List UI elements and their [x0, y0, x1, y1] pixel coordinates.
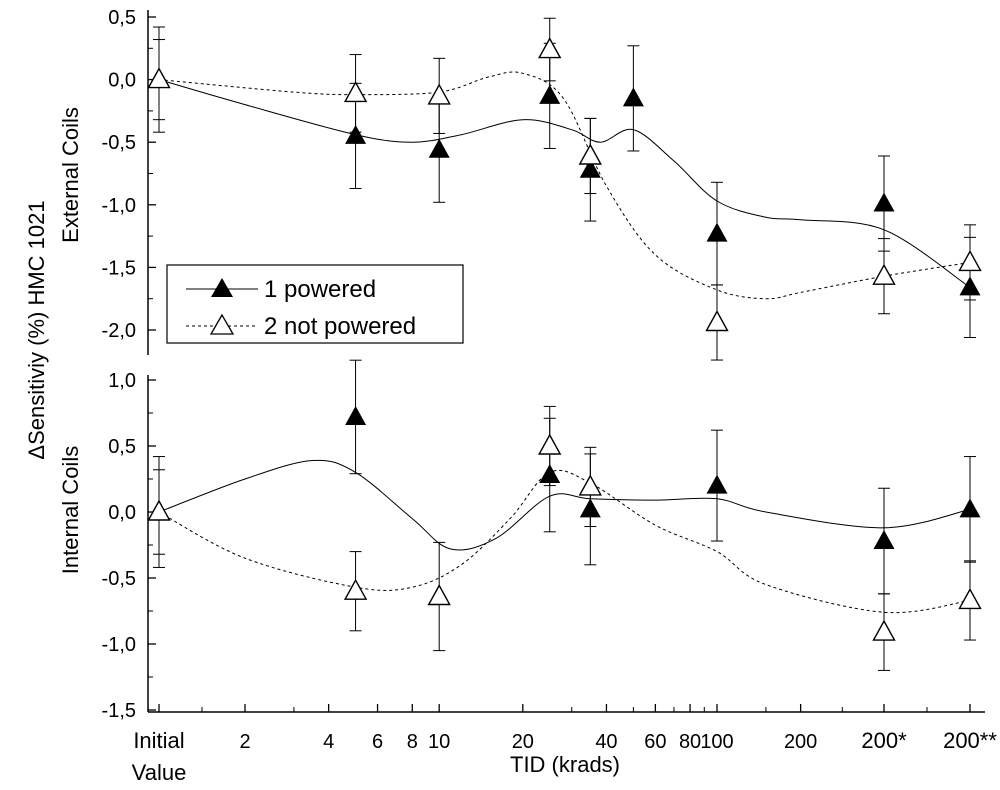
data-point-open-triangle	[958, 587, 982, 610]
data-point-open-triangle	[343, 578, 368, 600]
bottom-series-curve	[158, 459, 971, 551]
top-y-tick-label: 0,0	[108, 70, 136, 92]
bottom-series-curve	[158, 469, 971, 614]
bottom-series-not-powered	[147, 405, 982, 671]
x-tick-label: 40	[595, 731, 617, 753]
top-panel-y-axis-title: External Coils	[58, 107, 83, 243]
data-point-filled-triangle	[873, 530, 895, 549]
bottom-y-tick-label: 0,5	[108, 436, 136, 458]
x-tick-label-line2: Value	[132, 760, 187, 785]
legend-label-powered: 1 powered	[264, 276, 376, 303]
data-point-open-triangle	[578, 474, 602, 496]
top-y-tick-label: -0,5	[102, 132, 136, 154]
legend-filled-triangle-icon	[211, 278, 233, 297]
bottom-y-tick-label: -1,5	[102, 700, 136, 722]
x-tick-label: 80	[679, 731, 701, 753]
top-y-tick-label: -1,5	[102, 257, 136, 279]
data-point-open-triangle	[872, 263, 896, 285]
data-point-filled-triangle	[959, 498, 981, 518]
data-point-filled-triangle	[873, 192, 895, 212]
data-point-open-triangle	[872, 619, 896, 641]
x-tick-label: 2	[239, 731, 250, 753]
data-point-open-triangle	[147, 499, 171, 521]
data-point-open-triangle	[958, 249, 982, 272]
data-point-filled-triangle	[622, 87, 644, 107]
x-axis-title: TID (krads)	[510, 752, 620, 777]
top-y-tick-label: -1,0	[102, 195, 136, 217]
x-tick-label: 4	[323, 731, 334, 753]
top-series-curve	[158, 71, 971, 300]
bottom-y-tick-label: -0,5	[102, 568, 136, 590]
top-y-tick-label: 0,5	[108, 7, 136, 29]
shared-y-axis-title: ΔSensitiviy (%) HMC 1021	[24, 200, 49, 459]
x-tick-label: 200**	[943, 728, 997, 753]
data-point-open-triangle	[147, 67, 171, 89]
x-tick-label: 200	[784, 731, 817, 753]
legend-label-not-powered: 2 not powered	[264, 313, 416, 340]
data-point-filled-triangle	[539, 84, 561, 104]
bottom-y-tick-label: -1,0	[102, 634, 136, 656]
x-tick-label: 10	[428, 731, 450, 753]
x-tick-label: 6	[372, 731, 383, 753]
x-tick-label: 100	[700, 731, 733, 753]
top-series-curve	[158, 79, 971, 288]
x-tick-label: 200*	[861, 728, 907, 753]
legend: 1 powered 2 not powered	[166, 264, 464, 344]
x-axis: Initial Value 2 4 6 8 10 20 40 60 80 100 200 200* 200*…	[132, 704, 997, 785]
x-tick-label: 20	[512, 731, 534, 753]
data-point-filled-triangle	[345, 124, 367, 144]
data-point-open-triangle	[427, 584, 451, 606]
data-point-filled-triangle	[345, 406, 367, 425]
bottom-series-powered	[148, 359, 981, 595]
x-tick-label: 60	[644, 731, 666, 753]
x-tick-label: Initial	[133, 728, 184, 753]
data-point-open-triangle	[538, 37, 562, 59]
x-tick-label: 8	[407, 731, 418, 753]
bottom-panel-internal-coils: 1,0 0,5 0,0 -0,5 -1,0 -1,5	[102, 359, 982, 722]
data-point-open-triangle	[705, 310, 729, 332]
top-series-not-powered	[147, 17, 982, 361]
data-point-filled-triangle	[706, 222, 728, 242]
data-point-filled-triangle	[706, 474, 728, 494]
data-point-open-triangle	[427, 83, 451, 105]
top-y-tick-label: -2,0	[102, 320, 136, 342]
data-point-open-triangle	[578, 143, 602, 165]
bottom-panel-y-axis-title: Internal Coils	[58, 446, 83, 574]
bottom-y-tick-label: 1,0	[108, 370, 136, 392]
top-panel-external-coils: 0,5 0,0 -0,5 -1,0 -1,5 -2,0	[102, 7, 982, 361]
data-point-open-triangle	[538, 433, 562, 455]
data-point-filled-triangle	[428, 138, 450, 158]
bottom-y-tick-label: 0,0	[108, 502, 136, 524]
legend-open-triangle-icon	[209, 313, 235, 335]
data-point-open-triangle	[343, 80, 368, 103]
